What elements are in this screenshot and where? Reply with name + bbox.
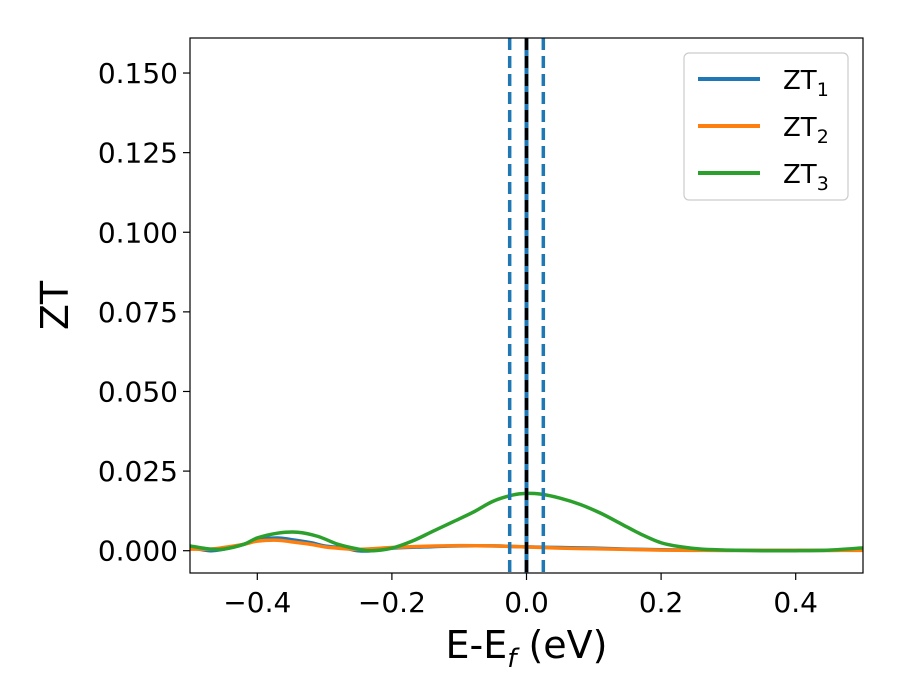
- x-tick-label: 0.4: [773, 586, 818, 619]
- y-tick-label: 0.100: [98, 216, 178, 249]
- legend-box: [683, 52, 849, 201]
- x-tick-label: 0.0: [504, 586, 549, 619]
- series-layer: [190, 491, 863, 553]
- vline-layer: [507, 38, 546, 573]
- x-axis-title: E-Ef (eV): [446, 623, 608, 674]
- x-tick-label: 0.2: [639, 586, 684, 619]
- y-axis-title: ZT: [33, 280, 77, 330]
- y-tick-label: 0.050: [98, 375, 178, 408]
- y-tick-label: 0.025: [98, 455, 178, 488]
- y-tick-label: 0.125: [98, 137, 178, 170]
- y-tick-label: 0.000: [98, 535, 178, 568]
- legend-label: ZT2: [783, 113, 829, 148]
- legend-label: ZT1: [783, 66, 829, 101]
- x-tick-label: −0.4: [223, 586, 291, 619]
- x-axis-ticks: −0.4 −0.2 0.0 0.2 0.4: [223, 573, 818, 619]
- series-line-zt3: [190, 491, 863, 553]
- y-axis-ticks: 0.000 0.025 0.050 0.075 0.100 0.125 0.150: [98, 57, 190, 568]
- legend-label: ZT3: [783, 160, 829, 195]
- y-tick-label: 0.075: [98, 296, 178, 329]
- x-tick-label: −0.2: [358, 586, 426, 619]
- y-tick-label: 0.150: [98, 57, 178, 90]
- legend: ZT1 ZT2 ZT3: [683, 52, 849, 201]
